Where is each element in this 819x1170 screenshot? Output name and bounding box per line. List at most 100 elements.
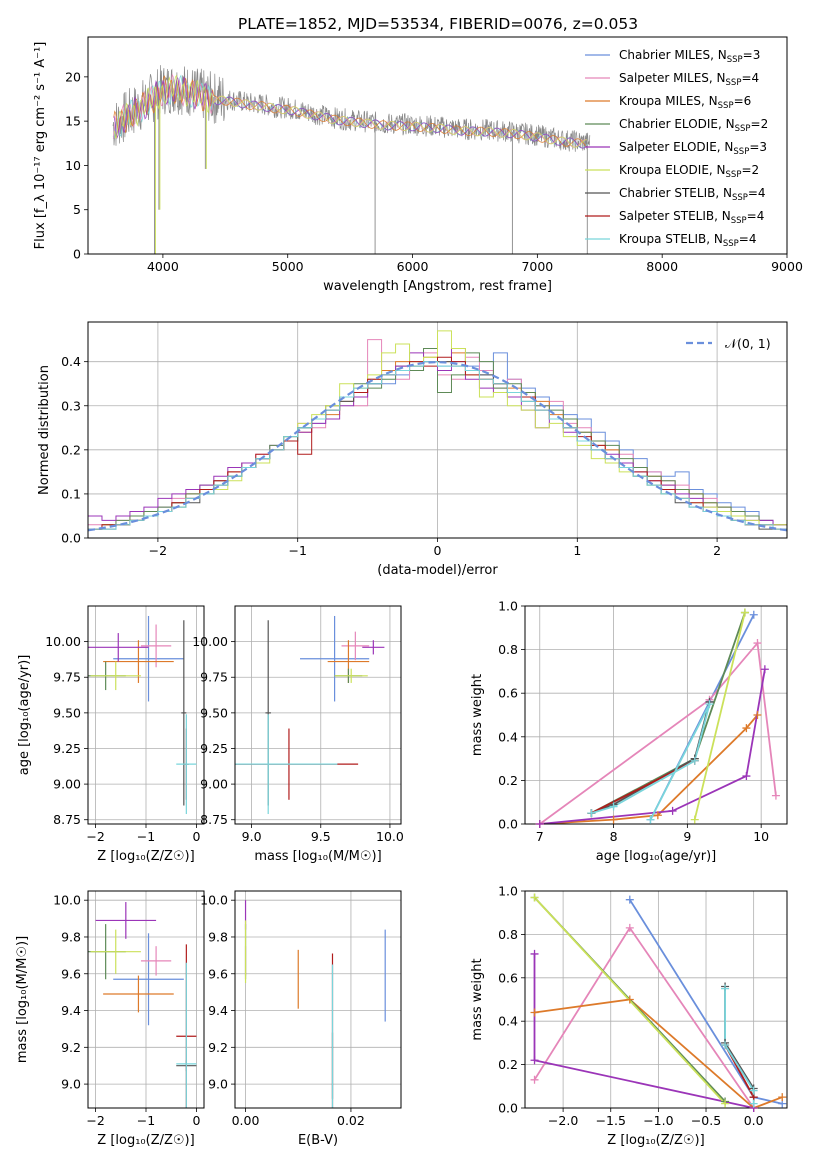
weight-marker-kroupa_stelib <box>587 809 596 818</box>
weight-marker-salpeter_miles <box>771 791 780 800</box>
weight-line-salpeter_elodie <box>533 953 754 1108</box>
y-tick-label: 0.2 <box>61 442 81 457</box>
x-tick-label: 7 <box>536 829 544 844</box>
y-tick-label: 1.0 <box>498 884 518 899</box>
panel-age-vs-z: −2 −1 0 8.75 9.00 9.25 9.50 9.75 10.00 Z [log₁₀(Z… <box>17 605 205 864</box>
y-tick-label: 9.0 <box>61 1077 81 1092</box>
y-tick-label: 0.4 <box>498 729 518 744</box>
legend-label: Chabrier MILES, NSSP=3 <box>619 48 760 65</box>
weight-line-kroupa_miles <box>534 998 783 1108</box>
y-tick-label: 15 <box>65 114 81 129</box>
panels: 4000 5000 6000 7000 8000 900005101520waveleng… <box>15 36 803 1148</box>
y-tick-label: 0.1 <box>61 486 81 501</box>
legend: Chabrier MILES, NSSP=3 Salpeter MILES, NS… <box>585 48 768 249</box>
y-tick-label: 9.25 <box>53 741 81 756</box>
x-tick-label: 1 <box>573 543 581 558</box>
y-tick-label: 0 <box>73 247 81 262</box>
y-tick-label: 9.6 <box>61 966 81 981</box>
y-tick-label: 10.0 <box>53 893 81 908</box>
weight-marker-kroupa_elodie <box>721 1099 730 1108</box>
axes-frame <box>234 605 402 825</box>
x-axis-label: age [log₁₀(age/yr)] <box>596 849 717 864</box>
y-tick-label: 9.0 <box>208 1077 228 1092</box>
legend: 𝒩(0, 1) <box>686 336 771 351</box>
y-tick-label: 0.0 <box>498 817 518 832</box>
x-tick-label: 10.0 <box>376 829 404 844</box>
y-tick-label: 9.4 <box>61 1003 81 1018</box>
y-tick-label: 9.2 <box>208 1040 228 1055</box>
legend-label: Chabrier ELODIE, NSSP=2 <box>619 117 768 134</box>
y-tick-label: 20 <box>65 69 81 84</box>
weight-line-salpeter_miles <box>533 926 755 1108</box>
axes-frame <box>87 605 205 825</box>
x-tick-label: 4000 <box>147 259 179 274</box>
y-tick-label: 9.75 <box>200 670 228 685</box>
weight-marker-kroupa_stelib <box>690 756 699 765</box>
legend-label: Kroupa STELIB, NSSP=4 <box>619 232 757 249</box>
x-tick-label: −1 <box>288 543 306 558</box>
weight-marker-kroupa_stelib <box>721 1041 730 1050</box>
weight-marker-salpeter_elodie <box>760 665 769 674</box>
y-tick-label: 9.6 <box>208 966 228 981</box>
y-tick-label: 1.0 <box>498 599 518 614</box>
weight-marker-kroupa_miles <box>625 995 634 1004</box>
y-tick-label: 9.8 <box>208 929 228 944</box>
x-axis-label: E(B-V) <box>298 1133 338 1148</box>
x-tick-label: 9.5 <box>311 829 331 844</box>
y-tick-label: 9.50 <box>200 705 228 720</box>
y-tick-label: 9.8 <box>61 929 81 944</box>
weight-marker-kroupa_miles <box>609 815 618 824</box>
weight-marker-kroupa_miles <box>530 1008 539 1017</box>
weight-marker-kroupa_miles <box>742 724 751 733</box>
weight-marker-salpeter_miles <box>625 923 634 932</box>
x-tick-label: 10 <box>753 829 769 844</box>
y-tick-label: 9.50 <box>53 705 81 720</box>
weight-marker-chabrier_miles <box>749 610 758 619</box>
y-tick-label: 0.4 <box>498 1014 518 1029</box>
model-line-kroupa_miles <box>113 75 588 148</box>
y-axis-label: mass [log₁₀(M/M☉)] <box>15 936 30 1063</box>
x-tick-label: 5000 <box>272 259 304 274</box>
model-line-salpeter_elodie <box>113 76 587 149</box>
y-tick-label: 0.0 <box>61 531 81 546</box>
weight-line-kroupa_elodie <box>693 612 746 820</box>
weight-marker-kroupa_miles <box>778 1093 787 1102</box>
x-axis-label: Z [log₁₀(Z/Z☉)] <box>97 1133 194 1148</box>
y-tick-label: 0.6 <box>498 686 518 701</box>
plot-area <box>235 615 385 815</box>
weight-marker-salpeter_elodie <box>530 949 539 958</box>
y-axis-label: Normed distribution <box>37 365 52 495</box>
model-line-kroupa_elodie <box>114 74 587 148</box>
weight-marker-salpeter_elodie <box>530 1056 539 1065</box>
y-tick-label: 9.4 <box>208 1003 228 1018</box>
x-tick-label: −1 <box>137 829 155 844</box>
legend-label: 𝒩(0, 1) <box>725 336 771 351</box>
y-tick-label: 9.25 <box>200 741 228 756</box>
weight-marker-kroupa_stelib <box>646 815 655 824</box>
plot-area <box>88 330 787 532</box>
weight-line-chabrier_stelib <box>724 986 755 1098</box>
y-tick-label: 0.8 <box>498 642 518 657</box>
y-tick-label: 10.0 <box>200 893 228 908</box>
weight-marker-kroupa_stelib <box>609 802 618 811</box>
x-tick-label: 0 <box>192 829 200 844</box>
weight-marker-kroupa_stelib <box>749 1086 758 1095</box>
weight-marker-kroupa_elodie <box>740 608 749 617</box>
x-tick-label: 2 <box>713 543 721 558</box>
x-axis-label: wavelength [Angstrom, rest frame] <box>323 279 552 294</box>
y-axis-label: mass weight <box>470 958 485 1040</box>
weight-line-salpeter_elodie <box>539 669 766 824</box>
y-tick-label: 0.3 <box>61 398 81 413</box>
x-axis-label: (data-model)/error <box>377 563 498 578</box>
panel-age-vs-mass: 9.0 9.5 10.0 8.75 9.00 9.25 9.50 9.75 10.00 mass … <box>192 605 404 864</box>
x-tick-label: 8 <box>610 829 618 844</box>
y-tick-label: 9.00 <box>200 777 228 792</box>
x-tick-label: 9000 <box>771 259 803 274</box>
plot-area <box>112 65 591 254</box>
weight-marker-salpeter_elodie <box>535 820 544 828</box>
weight-marker-salpeter_miles <box>530 1075 539 1084</box>
panel-residuals: −2 −1 0 1 2 0.0 0.1 0.2 0.3 0.4 (data-model)/error… <box>37 321 788 578</box>
y-axis-label: mass weight <box>470 674 485 756</box>
weight-marker-kroupa_miles <box>653 811 662 820</box>
axes-frame <box>524 605 788 825</box>
